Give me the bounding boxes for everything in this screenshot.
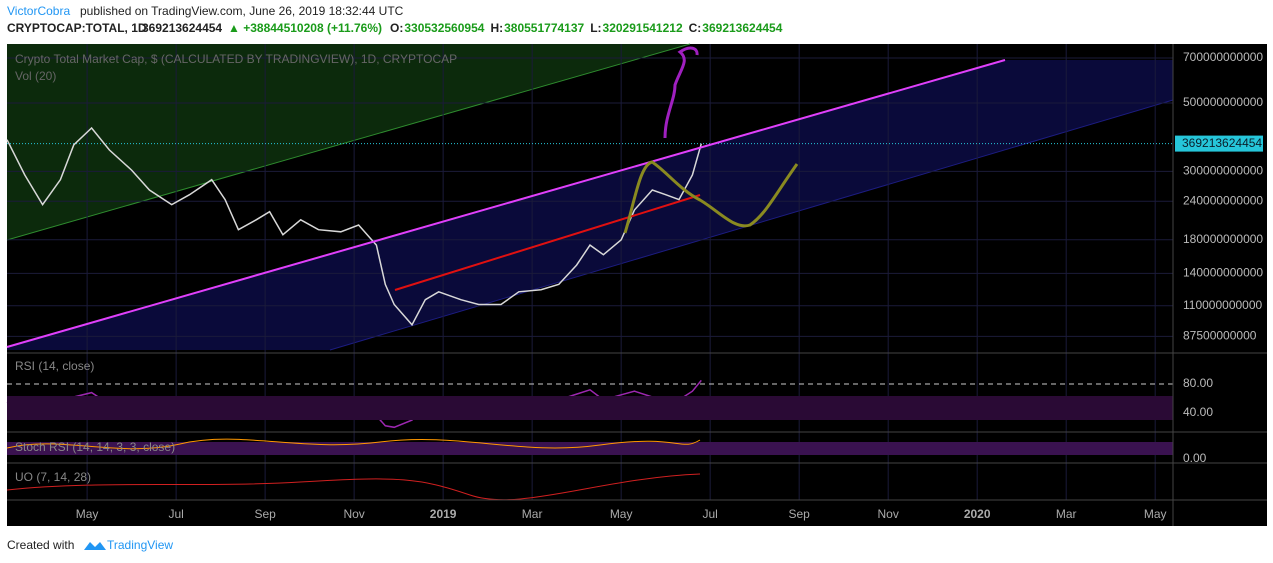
symbol: CRYPTOCAP:TOTAL, 1D <box>7 21 147 35</box>
drawing <box>663 46 699 139</box>
x-tick-label: Jul <box>168 507 183 521</box>
y-tick-label: 87500000000 <box>1183 328 1257 342</box>
trend-line <box>394 194 701 291</box>
y-tick-label: 500000000000 <box>1183 95 1263 109</box>
x-tick-label: 2020 <box>964 507 991 521</box>
change: ▲ +38844510208 (+11.76%) <box>228 21 382 35</box>
indicator-line <box>6 438 701 450</box>
pane-title: Stoch RSI (14, 14, 3, 3, close) <box>15 440 175 454</box>
x-tick-label: Mar <box>1056 507 1077 521</box>
last-price-label: 369213624454 <box>1182 136 1262 150</box>
trend-line <box>6 43 691 241</box>
ohlc-label: C: <box>689 21 702 35</box>
logo <box>84 542 106 550</box>
x-tick-label: May <box>610 507 633 521</box>
x-tick-label: Nov <box>878 507 899 521</box>
x-tick-label: Sep <box>788 507 810 521</box>
ohlc-label: L: <box>590 21 601 35</box>
x-tick-label: May <box>1144 507 1167 521</box>
drawing <box>623 160 799 234</box>
y-tick-label: 110000000000 <box>1183 298 1263 312</box>
ohlc-value: 320291541212 <box>603 21 683 35</box>
ohlc-value: 380551774137 <box>504 21 584 35</box>
ohlc-label: H: <box>490 21 503 35</box>
trend-line <box>6 59 1006 348</box>
ohlc-value: 330532560954 <box>404 21 484 35</box>
published: published on TradingView.com, June 26, 2… <box>80 4 404 18</box>
ohlc-label: O: <box>390 21 403 35</box>
y-tick-label: 700000000000 <box>1183 50 1263 64</box>
x-tick-label: Sep <box>254 507 276 521</box>
y-tick-label: 180000000000 <box>1183 232 1263 246</box>
indicator-line <box>6 473 701 501</box>
x-tick-label: May <box>76 507 99 521</box>
y-tick-label: 40.00 <box>1183 405 1213 419</box>
y-tick-label: 300000000000 <box>1183 164 1263 178</box>
rsi-band <box>7 396 1173 420</box>
author[interactable]: VictorCobra <box>7 4 70 18</box>
y-tick-label: 240000000000 <box>1183 193 1263 207</box>
series-line <box>6 126 703 327</box>
pane-title: UO (7, 14, 28) <box>15 470 91 484</box>
y-tick-label: 80.00 <box>1183 376 1213 390</box>
x-tick-label: Nov <box>343 507 364 521</box>
footer-text: Created with <box>7 538 74 552</box>
x-tick-label: 2019 <box>430 507 457 521</box>
chart-title: Crypto Total Market Cap, $ (CALCULATED B… <box>15 52 457 66</box>
x-tick-label: Mar <box>522 507 543 521</box>
subtitle: Vol (20) <box>15 69 56 83</box>
ohlc-value: 369213624454 <box>702 21 782 35</box>
stoch-band <box>7 442 1173 455</box>
pane-separators <box>7 44 1267 526</box>
pane-title: RSI (14, close) <box>15 359 94 373</box>
x-tick-label: Jul <box>702 507 717 521</box>
footer-brand[interactable]: TradingView <box>107 538 173 552</box>
last: 369213624454 <box>142 21 222 35</box>
y-tick-label: 0.00 <box>1183 451 1207 465</box>
last-price-box <box>1175 135 1263 152</box>
ticker-row: CRYPTOCAP:TOTAL, 1D 369213624454 ▲ +3884… <box>7 21 382 35</box>
y-tick-label: 140000000000 <box>1183 266 1263 280</box>
channel <box>7 60 1173 350</box>
